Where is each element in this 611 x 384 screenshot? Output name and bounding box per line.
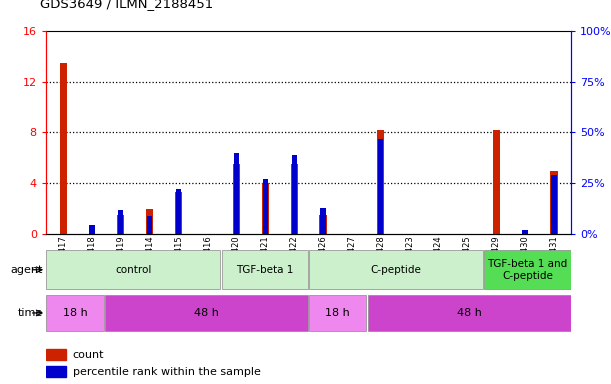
Text: 48 h: 48 h	[194, 308, 219, 318]
Bar	[551, 170, 558, 234]
Bar	[46, 295, 104, 331]
Bar	[320, 215, 327, 234]
Bar	[222, 250, 308, 289]
Bar	[263, 179, 268, 234]
Bar	[551, 175, 557, 234]
Bar	[46, 366, 66, 377]
Text: 18 h: 18 h	[63, 308, 87, 318]
Text: C-peptide: C-peptide	[371, 265, 422, 275]
Bar	[119, 210, 123, 234]
Text: 18 h: 18 h	[326, 308, 350, 318]
Bar	[320, 208, 326, 234]
Bar	[46, 349, 66, 360]
Bar	[262, 184, 269, 234]
Bar	[175, 192, 182, 234]
Bar	[234, 153, 239, 234]
Bar	[309, 295, 367, 331]
Bar	[368, 295, 571, 331]
Text: control: control	[115, 265, 152, 275]
Bar	[485, 250, 571, 289]
Text: 48 h: 48 h	[456, 308, 481, 318]
Bar	[290, 164, 298, 234]
Text: time: time	[18, 308, 43, 318]
Bar	[46, 250, 221, 289]
Bar	[59, 63, 67, 234]
Text: count: count	[73, 349, 104, 359]
Bar	[291, 155, 297, 234]
Bar	[492, 130, 500, 234]
Bar	[378, 139, 383, 234]
Bar	[147, 216, 152, 234]
Bar	[105, 295, 308, 331]
Text: percentile rank within the sample: percentile rank within the sample	[73, 367, 260, 377]
Text: GDS3649 / ILMN_2188451: GDS3649 / ILMN_2188451	[40, 0, 213, 10]
Bar	[233, 164, 240, 234]
Text: TGF-beta 1 and
C-peptide: TGF-beta 1 and C-peptide	[488, 259, 568, 281]
Text: TGF-beta 1: TGF-beta 1	[236, 265, 293, 275]
Bar	[377, 130, 384, 234]
Bar	[176, 189, 181, 234]
Bar	[522, 230, 528, 234]
Bar	[146, 209, 153, 234]
Text: agent: agent	[10, 265, 43, 275]
Bar	[117, 215, 125, 234]
Bar	[89, 225, 95, 234]
Bar	[309, 250, 483, 289]
